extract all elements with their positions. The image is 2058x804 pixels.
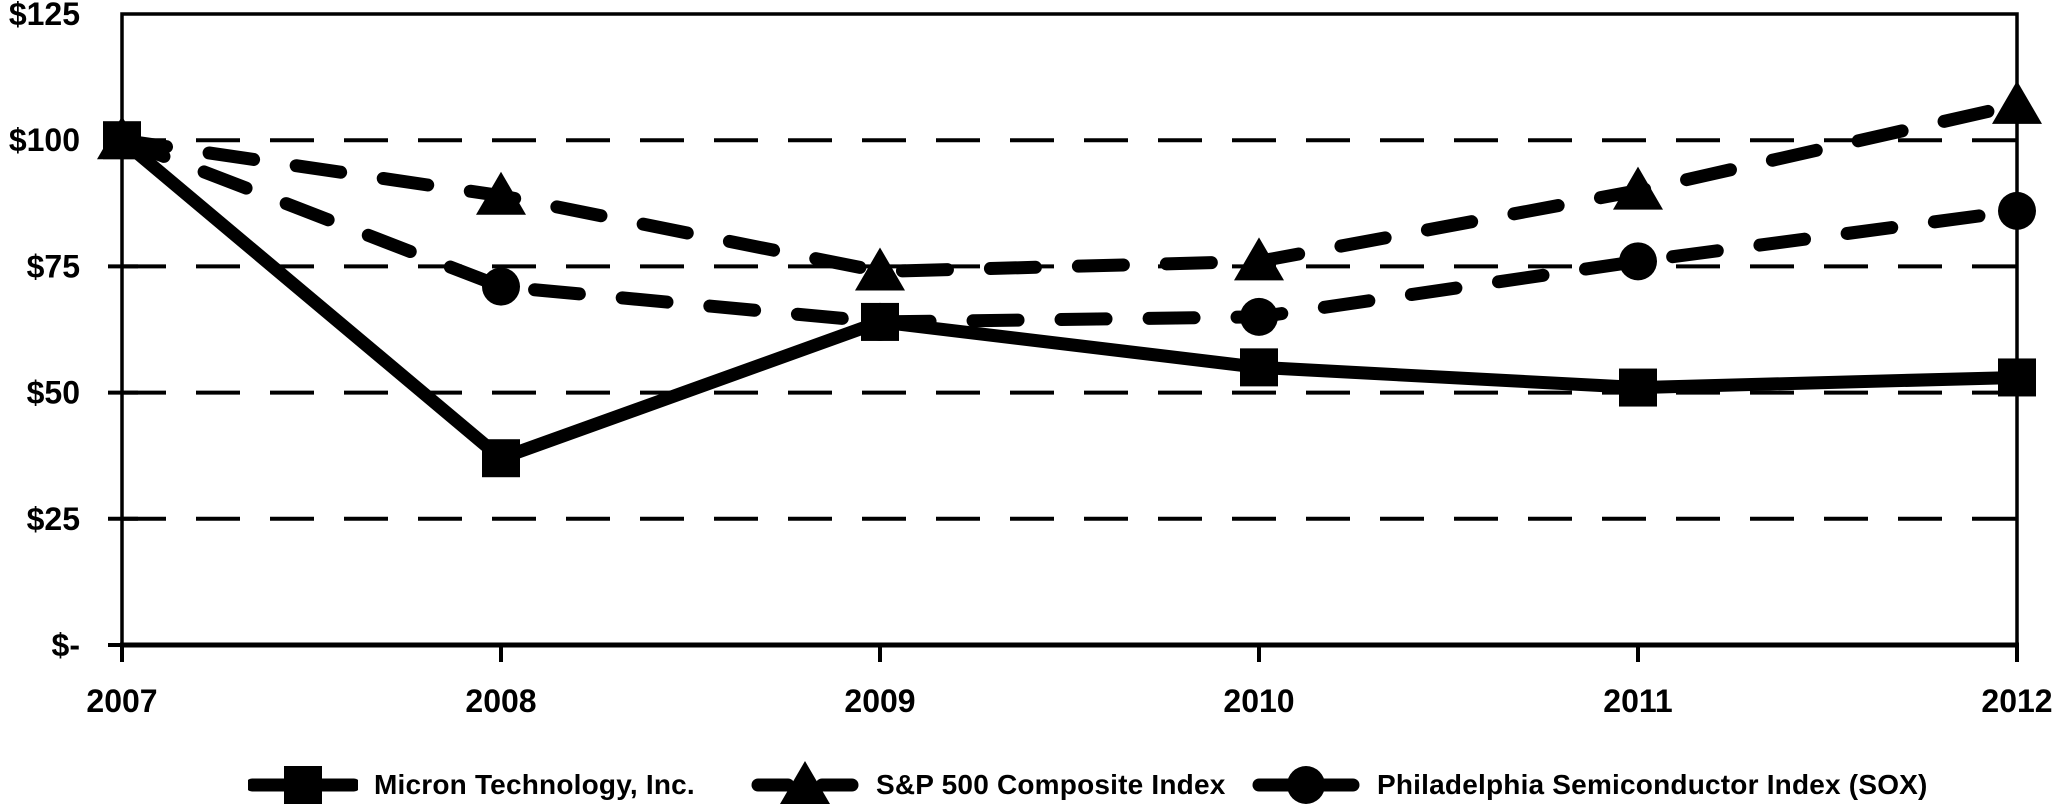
- x-axis-label: 2009: [844, 683, 915, 719]
- marker-square-2008: [482, 439, 520, 478]
- sp500-legend-glyph: [751, 761, 859, 804]
- marker-triangle-2010: [1234, 237, 1284, 281]
- marker-circle-2008: [482, 267, 520, 306]
- sox-legend-marker: [1251, 757, 1361, 804]
- y-axis-label: $100: [9, 122, 80, 158]
- plot-border: [120, 12, 2019, 647]
- x-axis-label: 2012: [1981, 683, 2052, 719]
- marker-square-2007: [103, 121, 141, 160]
- legend-marker-triangle: [780, 761, 830, 804]
- marker-triangle-2008: [476, 171, 526, 215]
- y-axis-label: $50: [27, 375, 80, 411]
- gridlines: [122, 138, 2017, 521]
- micron-legend-glyph: [245, 766, 361, 804]
- sp500-legend-marker: [750, 757, 860, 804]
- y-axis-label: $125: [9, 0, 80, 32]
- sox-legend-glyph: [1252, 766, 1360, 804]
- legend-label-micron: Micron Technology, Inc.: [374, 769, 695, 800]
- legend-item-sp500: S&P 500 Composite Index: [750, 757, 1226, 804]
- legend-label-sox: Philadelphia Semiconductor Index (SOX): [1377, 769, 1928, 800]
- legend-item-sox: Philadelphia Semiconductor Index (SOX): [1251, 757, 1928, 804]
- legend-marker-square: [284, 766, 322, 804]
- legend-label-sp500: S&P 500 Composite Index: [876, 769, 1226, 800]
- legend-item-micron: Micron Technology, Inc.: [245, 757, 695, 804]
- axis-labels: $125 $100 $75 $50 $25 $-2007 2008 2009 2010 2011 2…: [9, 0, 2053, 719]
- marker-square-2012: [1998, 358, 2036, 397]
- axis-ticks: [108, 138, 2019, 662]
- chart-canvas: $125 $100 $75 $50 $25 $-2007 2008 2009 2010 2011 2…: [9, 0, 2053, 719]
- x-axis-label: 2007: [86, 683, 157, 719]
- marker-triangle-2011: [1613, 166, 1663, 210]
- legend-marker-circle: [1287, 766, 1325, 804]
- series-markers: [97, 80, 2042, 478]
- y-axis-label: $-: [52, 627, 80, 663]
- marker-square-2010: [1240, 348, 1278, 387]
- marker-triangle-2012: [1992, 80, 2042, 124]
- series-line-micron: [117, 135, 2018, 465]
- micron-legend-marker: [245, 757, 361, 804]
- marker-square-2011: [1619, 368, 1657, 407]
- y-axis-label: $75: [27, 248, 80, 284]
- series-line-sox: [115, 133, 2024, 329]
- series-line-sp500: [115, 98, 2024, 278]
- marker-circle-2009: [861, 302, 899, 341]
- marker-circle-2011: [1619, 242, 1657, 281]
- x-axis-label: 2010: [1223, 683, 1294, 719]
- marker-triangle-2009: [855, 247, 905, 291]
- marker-circle-2010: [1240, 297, 1278, 336]
- x-axis-label: 2008: [465, 683, 536, 719]
- y-axis-label: $25: [27, 501, 80, 537]
- x-axis-label: 2011: [1603, 683, 1672, 719]
- marker-circle-2012: [1998, 191, 2036, 230]
